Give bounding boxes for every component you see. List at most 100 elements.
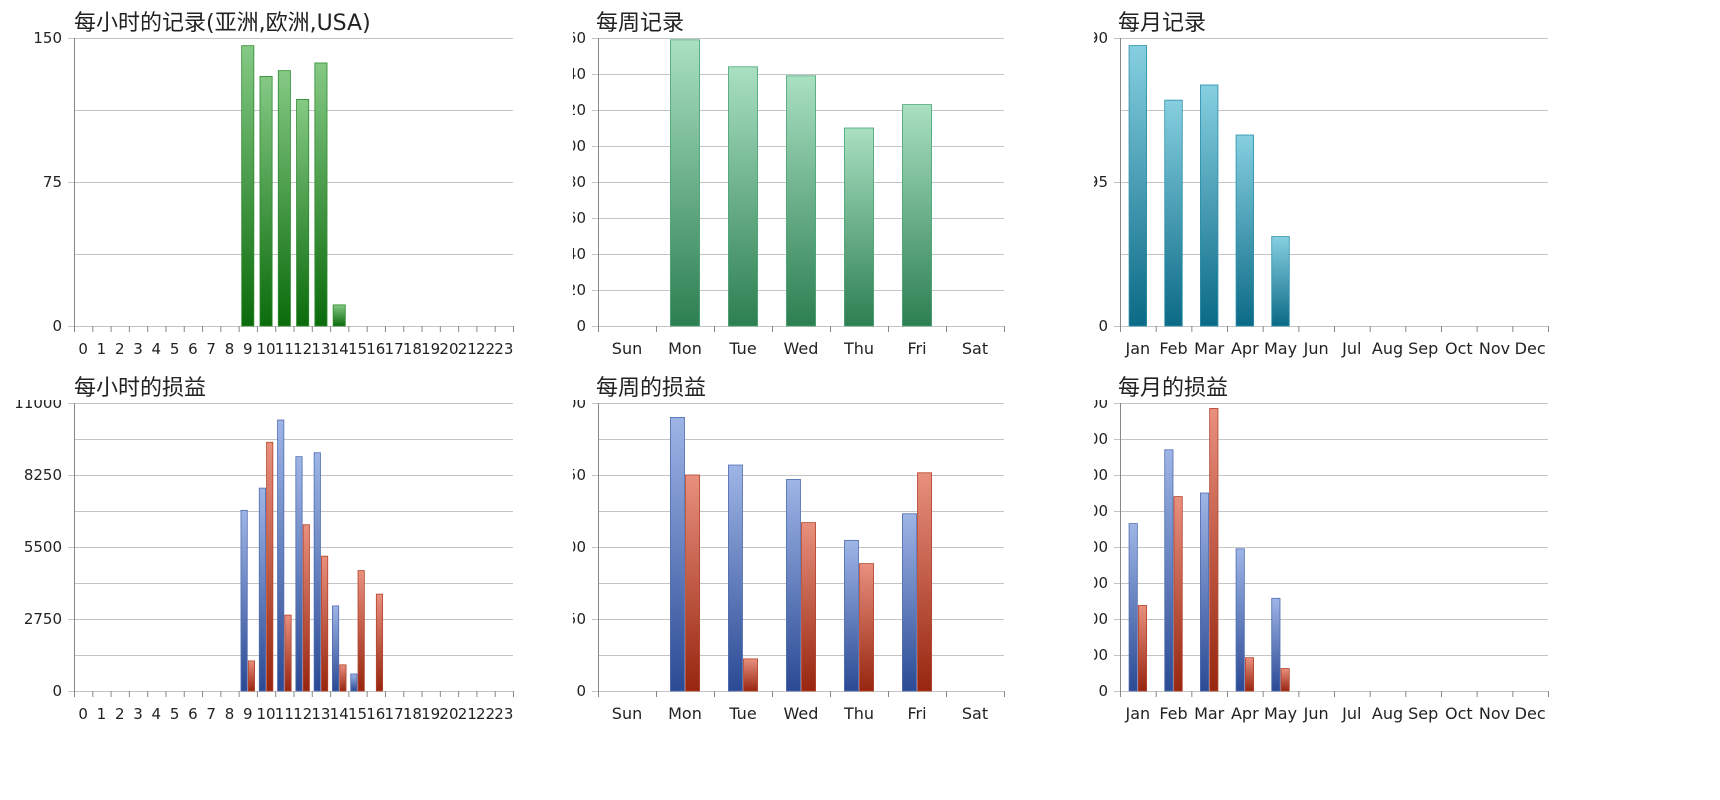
y-tick-label: 13000 xyxy=(573,400,586,412)
x-tick-label: 4 xyxy=(152,705,162,723)
x-tick-label: Fri xyxy=(907,704,926,723)
bar-series2-Mar xyxy=(1209,407,1219,692)
x-tick-label: 14 xyxy=(330,705,349,723)
y-tick-label: 75 xyxy=(43,173,62,191)
x-tick-label: 8 xyxy=(225,705,235,723)
bar-series1-11 xyxy=(277,419,285,692)
bar-Tue xyxy=(728,66,758,327)
bar-series2-Mon xyxy=(685,474,700,692)
bar-series1-Tue xyxy=(728,464,743,692)
x-tick-label: 5 xyxy=(170,705,180,723)
bar-series2-May xyxy=(1280,668,1290,692)
x-tick-label: Oct xyxy=(1445,704,1473,723)
bar-11 xyxy=(277,70,291,327)
bar-series1-Thu xyxy=(844,539,859,692)
chart-panel-weekly-records: 每周记录 0 20 40 60 80 100 120 140 160 Sun Mon Tue Wed Th… xyxy=(573,0,1146,400)
bar-series1-Fri xyxy=(902,513,917,692)
x-tick-label: Jan xyxy=(1124,704,1150,723)
bar-Wed xyxy=(786,75,816,327)
bar-series1-May xyxy=(1271,597,1281,692)
y-tick-label: 100 xyxy=(573,137,586,155)
x-tick-label: 17 xyxy=(385,340,404,358)
x-tick-label: 11 xyxy=(275,340,294,358)
bar-Mar xyxy=(1199,84,1219,327)
x-tick-label: 22 xyxy=(476,705,495,723)
x-tick-label: 1 xyxy=(97,340,107,358)
bar-series2-11 xyxy=(284,614,292,692)
y-tick-label: 140 xyxy=(573,65,586,83)
x-tick-label: Jul xyxy=(1341,339,1361,358)
chart-title: 每月的损益 xyxy=(1118,376,1229,401)
bar-Thu xyxy=(844,127,874,327)
bar-series1-14 xyxy=(332,605,340,692)
x-tick-label: Sat xyxy=(962,704,988,723)
x-tick-label: 3 xyxy=(133,340,143,358)
y-tick-label: 9750 xyxy=(573,466,586,484)
x-tick-label: 20 xyxy=(439,705,458,723)
x-tick-label: Sep xyxy=(1408,339,1438,358)
y-tick-label: 60 xyxy=(573,209,586,227)
chart-title: 每月记录 xyxy=(1118,11,1207,36)
x-tick-label: Mar xyxy=(1194,704,1225,723)
chart-panel-hourly-pnl: 每小时的损益 0 2750 5500 8250 11000 0 1 2 3 4 5 6 7 8 9 10 11 1… xyxy=(0,376,573,800)
x-tick-label: 8 xyxy=(225,340,235,358)
chart-title: 每小时的损益 xyxy=(74,376,207,401)
y-tick-label: 0 xyxy=(576,317,586,335)
y-tick-label: 160 xyxy=(573,29,586,47)
x-tick-label: 6 xyxy=(188,705,198,723)
y-tick-label: 8250 xyxy=(24,466,62,484)
x-tick-label: Wed xyxy=(784,339,819,358)
x-tick-label: Apr xyxy=(1231,704,1259,723)
y-tick-label: 8000 xyxy=(1094,538,1108,556)
y-tick-label: 6000 xyxy=(1094,574,1108,592)
y-tick-label: 12000 xyxy=(1094,466,1108,484)
x-tick-label: Feb xyxy=(1159,704,1187,723)
bar-series2-14 xyxy=(339,664,347,692)
chart-title: 每周记录 xyxy=(596,11,685,36)
y-tick-label: 16000 xyxy=(1094,400,1108,412)
chart-weekly-records: 0 20 40 60 80 100 120 140 160 Sun Mon Tue Wed Thu Fri S… xyxy=(573,29,1005,358)
bar-series2-Jan xyxy=(1137,605,1148,692)
x-tick-label: Aug xyxy=(1372,339,1403,358)
bar-Apr xyxy=(1235,134,1255,327)
x-tick-label: 21 xyxy=(458,340,477,358)
x-tick-label: Nov xyxy=(1479,704,1510,723)
x-tick-label: 3 xyxy=(133,705,143,723)
bar-series2-13 xyxy=(321,555,329,692)
bar-10 xyxy=(259,76,273,327)
bar-series2-Apr xyxy=(1244,657,1255,692)
x-tick-label: 20 xyxy=(439,340,458,358)
x-tick-label: Sun xyxy=(612,339,642,358)
bar-series1-9 xyxy=(240,509,248,692)
x-tick-label: Nov xyxy=(1479,339,1510,358)
x-tick-label: 1 xyxy=(97,705,107,723)
x-tick-label: 6 xyxy=(188,340,198,358)
bar-series2-Feb xyxy=(1173,496,1183,692)
x-tick-label: Oct xyxy=(1445,339,1473,358)
x-tick-label: May xyxy=(1264,339,1297,358)
bar-series1-15 xyxy=(350,673,358,692)
bar-series1-Wed xyxy=(786,479,801,692)
chart-monthly-records: 0 95 190 Jan Feb Mar Apr May Jun Jul Aug Sep Oct Nov D… xyxy=(1094,29,1549,358)
x-tick-label: 7 xyxy=(206,705,216,723)
x-tick-label: 10 xyxy=(257,340,276,358)
bar-series1-10 xyxy=(258,487,266,692)
x-tick-label: 15 xyxy=(348,705,367,723)
bar-series2-Thu xyxy=(859,563,874,692)
bar-series1-Jan xyxy=(1128,523,1138,692)
y-tick-label: 0 xyxy=(576,682,586,700)
y-tick-label: 0 xyxy=(1098,317,1108,335)
x-tick-label: 17 xyxy=(385,705,404,723)
y-tick-label: 11000 xyxy=(14,400,62,412)
x-tick-label: 13 xyxy=(311,705,330,723)
x-tick-label: 18 xyxy=(403,340,422,358)
x-tick-label: 9 xyxy=(243,340,253,358)
bar-Feb xyxy=(1164,99,1183,327)
bar-9 xyxy=(241,45,255,327)
x-tick-label: Sep xyxy=(1408,704,1438,723)
y-tick-label: 3250 xyxy=(573,610,586,628)
x-tick-label: 12 xyxy=(293,705,312,723)
